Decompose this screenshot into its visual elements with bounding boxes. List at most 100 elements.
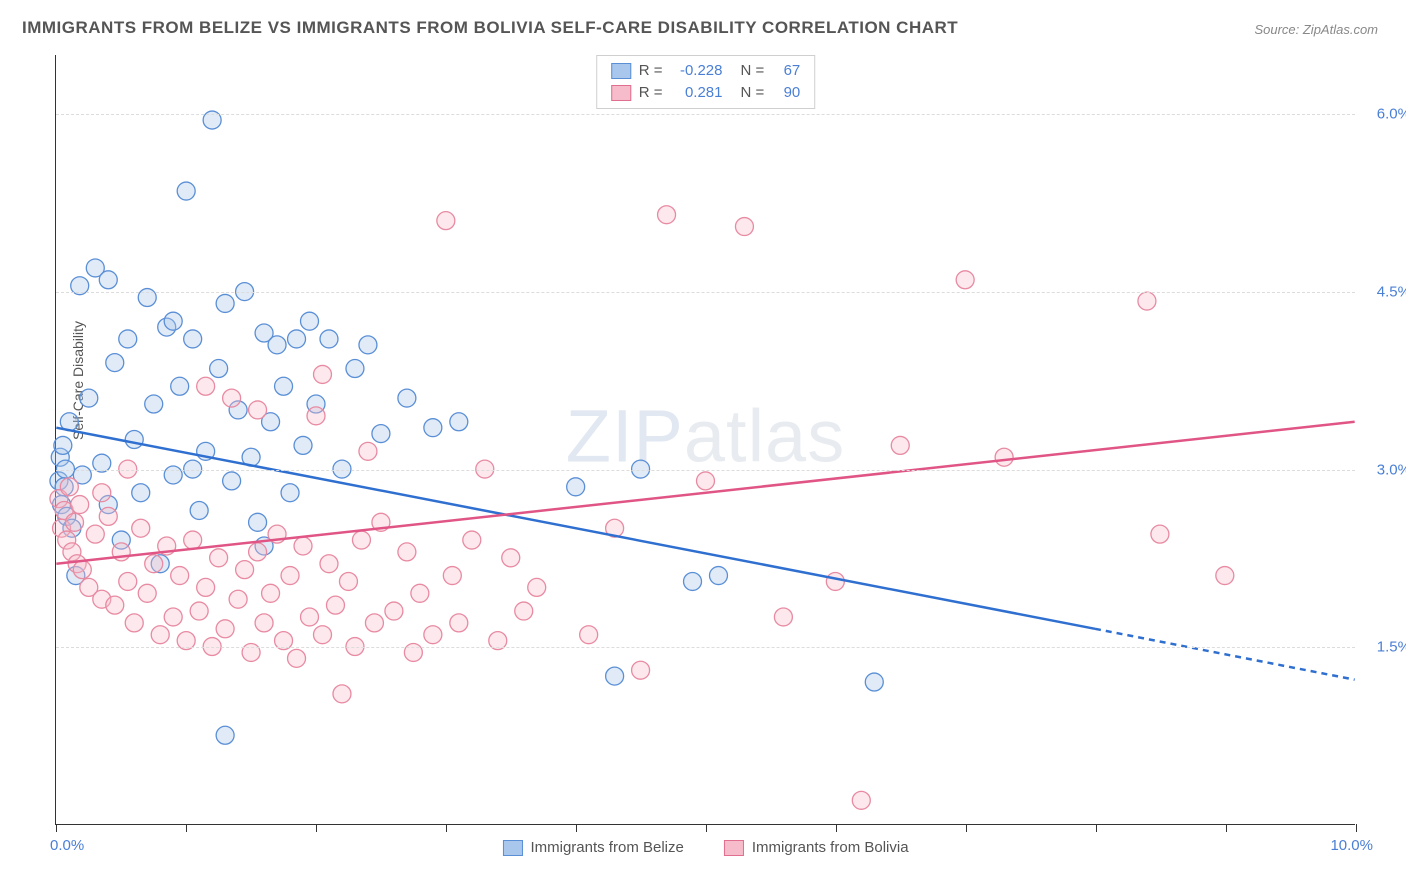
x-tick — [56, 824, 57, 832]
scatter-point — [424, 419, 442, 437]
scatter-point — [262, 584, 280, 602]
trend-line-extrapolated — [1095, 629, 1355, 680]
scatter-point — [709, 567, 727, 585]
stat-n-value: 67 — [772, 60, 800, 82]
x-tick-label-min: 0.0% — [50, 837, 84, 854]
scatter-point — [398, 389, 416, 407]
scatter-point — [339, 572, 357, 590]
scatter-point — [216, 620, 234, 638]
stat-r-label: R = — [639, 82, 663, 104]
scatter-point — [71, 496, 89, 514]
scatter-point — [301, 312, 319, 330]
stat-n-label: N = — [741, 82, 765, 104]
legend-swatch — [724, 840, 744, 856]
scatter-point — [249, 543, 267, 561]
scatter-point — [125, 431, 143, 449]
x-tick — [836, 824, 837, 832]
scatter-point — [132, 484, 150, 502]
scatter-point — [242, 643, 260, 661]
scatter-point — [463, 531, 481, 549]
stat-r-label: R = — [639, 60, 663, 82]
scatter-point — [632, 661, 650, 679]
stats-row: R =0.281N =90 — [611, 82, 801, 104]
x-tick — [966, 824, 967, 832]
scatter-point — [333, 685, 351, 703]
x-tick — [1356, 824, 1357, 832]
scatter-point — [1138, 292, 1156, 310]
scatter-point — [249, 401, 267, 419]
y-tick-label: 1.5% — [1377, 639, 1406, 656]
scatter-point — [301, 608, 319, 626]
scatter-point — [281, 567, 299, 585]
scatter-point — [606, 667, 624, 685]
scatter-point — [210, 549, 228, 567]
legend-label: Immigrants from Bolivia — [752, 839, 909, 856]
chart-container: IMMIGRANTS FROM BELIZE VS IMMIGRANTS FRO… — [0, 0, 1406, 892]
x-tick — [446, 824, 447, 832]
scatter-point — [66, 513, 84, 531]
scatter-point — [249, 513, 267, 531]
legend-item: Immigrants from Belize — [502, 839, 683, 856]
scatter-point — [294, 537, 312, 555]
scatter-point — [658, 206, 676, 224]
scatter-point — [314, 626, 332, 644]
scatter-point — [515, 602, 533, 620]
legend-swatch — [611, 85, 631, 101]
scatter-point — [184, 330, 202, 348]
scatter-point — [437, 212, 455, 230]
grid-line — [56, 114, 1355, 115]
scatter-point — [119, 330, 137, 348]
scatter-point — [138, 584, 156, 602]
chart-svg — [56, 55, 1355, 824]
scatter-point — [190, 501, 208, 519]
scatter-point — [359, 336, 377, 354]
chart-title: IMMIGRANTS FROM BELIZE VS IMMIGRANTS FRO… — [22, 18, 958, 38]
scatter-point — [424, 626, 442, 644]
y-tick-label: 3.0% — [1377, 461, 1406, 478]
scatter-point — [567, 478, 585, 496]
scatter-point — [365, 614, 383, 632]
scatter-point — [826, 572, 844, 590]
scatter-point — [125, 614, 143, 632]
scatter-point — [294, 436, 312, 454]
scatter-point — [177, 182, 195, 200]
scatter-point — [99, 507, 117, 525]
stats-row: R =-0.228N =67 — [611, 60, 801, 82]
scatter-point — [268, 336, 286, 354]
scatter-point — [80, 389, 98, 407]
y-tick-label: 4.5% — [1377, 283, 1406, 300]
scatter-point — [223, 389, 241, 407]
scatter-point — [275, 377, 293, 395]
scatter-point — [411, 584, 429, 602]
scatter-point — [255, 614, 273, 632]
scatter-point — [314, 365, 332, 383]
scatter-point — [236, 561, 254, 579]
x-tick — [706, 824, 707, 832]
x-tick — [316, 824, 317, 832]
scatter-point — [372, 425, 390, 443]
scatter-point — [229, 590, 247, 608]
grid-line — [56, 292, 1355, 293]
scatter-point — [320, 555, 338, 573]
x-tick — [186, 824, 187, 832]
scatter-point — [735, 218, 753, 236]
scatter-point — [891, 436, 909, 454]
stats-legend-box: R =-0.228N =67R =0.281N =90 — [596, 55, 816, 109]
scatter-point — [528, 578, 546, 596]
scatter-point — [320, 330, 338, 348]
scatter-point — [210, 360, 228, 378]
legend-swatch — [611, 63, 631, 79]
scatter-point — [93, 484, 111, 502]
scatter-point — [443, 567, 461, 585]
scatter-point — [86, 525, 104, 543]
scatter-point — [385, 602, 403, 620]
scatter-point — [223, 472, 241, 490]
scatter-point — [352, 531, 370, 549]
scatter-point — [774, 608, 792, 626]
plot-area: Self-Care Disability ZIPatlas R =-0.228N… — [55, 55, 1355, 825]
scatter-point — [197, 377, 215, 395]
scatter-point — [865, 673, 883, 691]
scatter-point — [995, 448, 1013, 466]
trend-line — [56, 428, 1095, 629]
scatter-point — [119, 572, 137, 590]
